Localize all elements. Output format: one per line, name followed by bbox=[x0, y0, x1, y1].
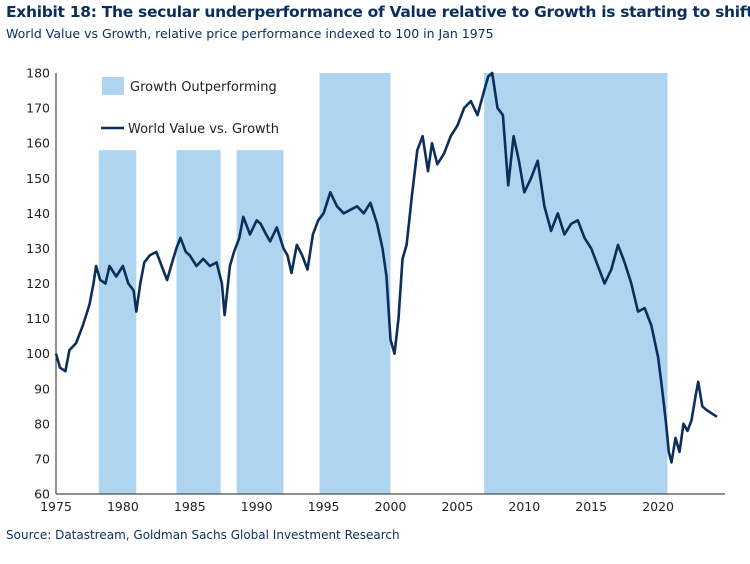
shaded-period-3 bbox=[236, 150, 284, 494]
shaded-period-1 bbox=[98, 150, 137, 494]
series-line bbox=[54, 71, 718, 464]
y-tick-label: 100 bbox=[26, 346, 50, 361]
y-tick-labels: 60 70 80 90 100 110 120 130 140 150 160 170 180 bbox=[26, 66, 50, 502]
legend-label-series: World Value vs. Growth bbox=[128, 122, 279, 137]
x-tick-label: 2005 bbox=[441, 499, 473, 514]
shaded-period-4 bbox=[319, 73, 391, 494]
y-tick-label: 140 bbox=[26, 206, 50, 221]
y-tick-label: 170 bbox=[26, 101, 50, 116]
line-chart: 60 70 80 90 100 110 120 130 140 150 160 170 180 1975… bbox=[26, 66, 725, 514]
shaded-period-2 bbox=[176, 150, 221, 494]
x-tick-label: 2010 bbox=[508, 499, 540, 514]
legend: Growth Outperforming World Value vs. Gro… bbox=[101, 77, 279, 137]
x-tick-label: 1975 bbox=[40, 499, 72, 514]
x-tick-label: 1990 bbox=[241, 499, 273, 514]
legend-swatch-growth-outperforming bbox=[102, 77, 124, 95]
y-tick-label: 60 bbox=[34, 487, 50, 502]
y-tick-label: 80 bbox=[34, 416, 50, 431]
y-tick-label: 110 bbox=[26, 311, 50, 326]
shaded-periods bbox=[98, 73, 668, 494]
x-tick-label: 1985 bbox=[174, 499, 206, 514]
legend-label-growth-outperforming: Growth Outperforming bbox=[130, 80, 277, 95]
chart-subtitle: World Value vs Growth, relative price pe… bbox=[6, 26, 494, 41]
x-tick-label: 2000 bbox=[375, 499, 407, 514]
x-tick-label: 2020 bbox=[642, 499, 674, 514]
shaded-period-5 bbox=[484, 73, 668, 494]
y-tick-label: 180 bbox=[26, 66, 50, 81]
y-tick-label: 120 bbox=[26, 276, 50, 291]
y-tick-label: 160 bbox=[26, 136, 50, 151]
y-tick-label: 70 bbox=[34, 451, 50, 466]
x-tick-label: 1980 bbox=[107, 499, 139, 514]
x-tick-labels: 1975 1980 1985 1990 1995 2000 2005 2010 2015 2020 bbox=[40, 499, 674, 514]
axes bbox=[55, 73, 725, 495]
y-tick-label: 150 bbox=[26, 171, 50, 186]
chart-title: Exhibit 18: The secular underperformance… bbox=[6, 3, 750, 21]
y-tick-label: 90 bbox=[34, 381, 50, 396]
source-note: Source: Datastream, Goldman Sachs Global… bbox=[6, 528, 400, 542]
x-tick-label: 2015 bbox=[575, 499, 607, 514]
y-tick-label: 130 bbox=[26, 241, 50, 256]
x-tick-label: 1995 bbox=[308, 499, 340, 514]
